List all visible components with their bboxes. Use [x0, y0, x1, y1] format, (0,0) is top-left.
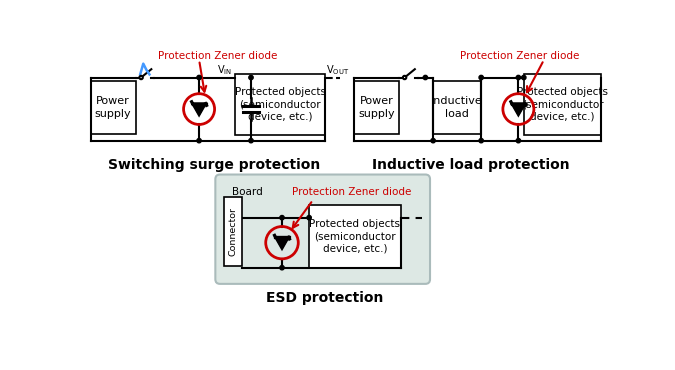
Text: Switching surge protection: Switching surge protection [108, 158, 321, 172]
Bar [90, 81, 136, 134]
Circle shape [140, 76, 143, 79]
FancyBboxPatch shape [215, 175, 430, 284]
Bar [354, 81, 399, 134]
Circle shape [516, 75, 520, 80]
Circle shape [431, 138, 435, 143]
Text: Connector: Connector [229, 207, 238, 256]
Text: Power
supply: Power supply [358, 96, 395, 119]
Polygon shape [512, 104, 525, 115]
Text: Inductive
load: Inductive load [431, 96, 483, 119]
Polygon shape [275, 237, 288, 249]
Bar [236, 74, 325, 135]
Circle shape [197, 138, 201, 143]
Text: Protection Zener diode: Protection Zener diode [158, 51, 277, 61]
Circle shape [307, 215, 311, 220]
Circle shape [280, 266, 284, 270]
Bar [524, 74, 601, 135]
Circle shape [479, 75, 483, 80]
Circle shape [479, 138, 483, 143]
Bar [224, 197, 242, 266]
Text: $\mathregular{V_{IN}}$: $\mathregular{V_{IN}}$ [217, 63, 232, 77]
Text: Protection Zener diode: Protection Zener diode [460, 51, 580, 61]
Circle shape [280, 215, 284, 220]
Text: ESD protection: ESD protection [266, 291, 383, 305]
Polygon shape [192, 104, 206, 115]
Text: Protected objects
(semiconductor
device, etc.): Protected objects (semiconductor device,… [309, 219, 400, 253]
Circle shape [197, 75, 201, 80]
Circle shape [249, 138, 253, 143]
Circle shape [249, 75, 253, 80]
Text: Board: Board [232, 187, 263, 197]
Bar [309, 205, 400, 268]
Text: Power
supply: Power supply [95, 96, 132, 119]
Text: Protection Zener diode: Protection Zener diode [292, 187, 412, 197]
Circle shape [522, 75, 526, 80]
Text: $\mathregular{V_{OUT}}$: $\mathregular{V_{OUT}}$ [326, 63, 350, 77]
Circle shape [403, 76, 406, 79]
Bar [433, 81, 481, 134]
Circle shape [423, 75, 427, 80]
Text: Inductive load protection: Inductive load protection [373, 158, 570, 172]
Text: Protected objects
(semiconductor
device, etc.): Protected objects (semiconductor device,… [517, 87, 608, 122]
Circle shape [516, 138, 520, 143]
Text: Protected objects
(semiconductor
device, etc.): Protected objects (semiconductor device,… [235, 87, 325, 122]
